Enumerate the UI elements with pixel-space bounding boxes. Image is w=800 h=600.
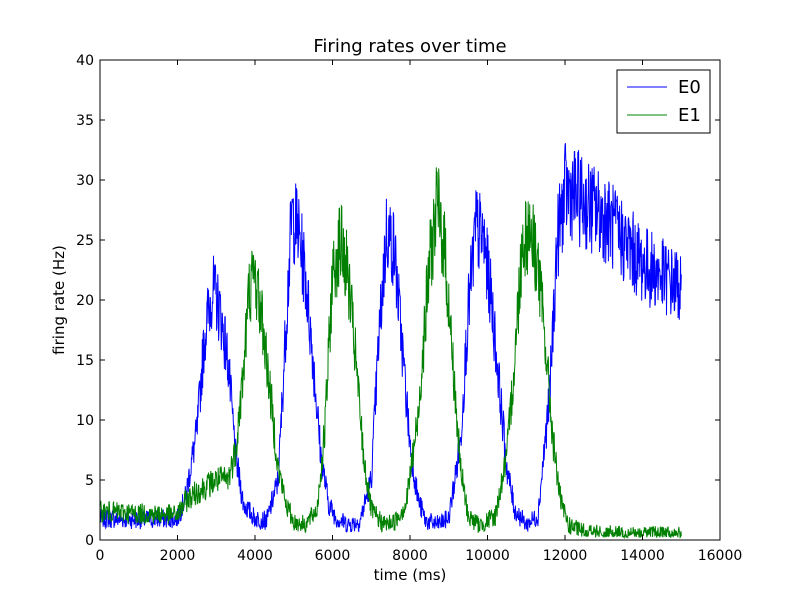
chart-title: Firing rates over time [313,36,506,57]
x-tick-label: 14000 [620,548,665,564]
y-tick-label: 10 [76,413,94,429]
x-axis-label: time (ms) [374,566,447,584]
series-layer [100,143,682,540]
y-axis: 0 5 10 15 20 25 30 35 40 [76,53,720,549]
x-tick-label: 6000 [315,548,351,564]
y-axis-label: firing rate (Hz) [50,245,68,355]
x-tick-label: 16000 [698,548,743,564]
y-tick-label: 5 [85,473,94,489]
y-tick-label: 15 [76,353,94,369]
y-tick-label: 35 [76,113,94,129]
x-tick-label: 2000 [160,548,196,564]
x-tick-label: 4000 [237,548,273,564]
x-tick-label: 10000 [465,548,510,564]
y-tick-label: 40 [76,53,94,69]
y-tick-label: 20 [76,293,94,309]
x-tick-label: 8000 [392,548,428,564]
series-line-e0 [100,143,682,533]
x-tick-label: 12000 [543,548,588,564]
y-tick-label: 30 [76,173,94,189]
x-axis: 0 2000 4000 6000 8000 10000 12000 14000 16000 [96,60,743,564]
y-tick-label: 25 [76,233,94,249]
legend-label-e1: E1 [678,105,701,126]
legend-label-e0: E0 [678,77,701,98]
legend-box [616,69,711,134]
series-line-e1 [100,167,682,540]
plot-area: 0 2000 4000 6000 8000 10000 12000 14000 16000 0 5… [76,53,742,564]
x-tick-label: 0 [96,548,105,564]
y-tick-label: 0 [85,533,94,549]
